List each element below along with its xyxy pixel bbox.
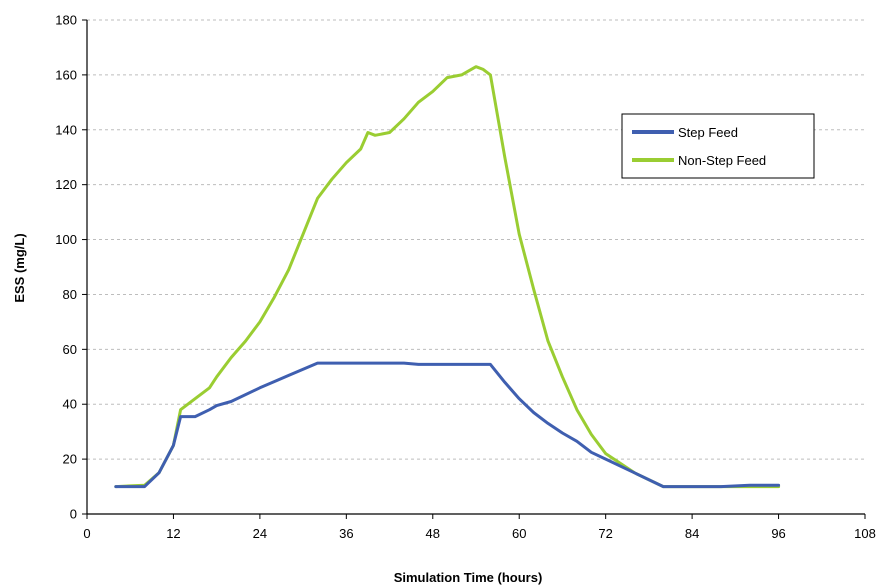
x-tick-label-108: 108 [854, 526, 876, 541]
legend-label-step-feed: Step Feed [678, 125, 738, 140]
legend-label-non-step-feed: Non-Step Feed [678, 153, 766, 168]
x-tick-label-24: 24 [253, 526, 267, 541]
axes [86, 20, 865, 515]
x-tick-label-72: 72 [598, 526, 612, 541]
x-tick-label-84: 84 [685, 526, 699, 541]
y-tick-label-40: 40 [63, 397, 77, 412]
x-tick-label-48: 48 [426, 526, 440, 541]
x-tick-label-36: 36 [339, 526, 353, 541]
y-tick-label-120: 120 [55, 177, 77, 192]
y-tick-label-180: 180 [55, 13, 77, 28]
x-tick-label-0: 0 [83, 526, 90, 541]
y-tick-label-0: 0 [70, 507, 77, 522]
y-axis-ticks: 0 20 40 60 80 100 120 140 160 180 [55, 13, 87, 522]
y-tick-label-140: 140 [55, 122, 77, 137]
y-tick-label-160: 160 [55, 67, 77, 82]
y-tick-label-100: 100 [55, 232, 77, 247]
x-tick-label-12: 12 [166, 526, 180, 541]
y-tick-label-20: 20 [63, 452, 77, 467]
y-tick-label-60: 60 [63, 342, 77, 357]
x-tick-label-96: 96 [771, 526, 785, 541]
x-tick-label-60: 60 [512, 526, 526, 541]
y-tick-label-80: 80 [63, 287, 77, 302]
legend: Step Feed Non-Step Feed [621, 113, 815, 179]
series-line-step-feed [114, 361, 781, 489]
series-layer [114, 65, 781, 489]
series-line-non-step-feed [114, 65, 781, 489]
x-axis-ticks: 0 12 24 36 48 60 72 84 96 108 [83, 514, 876, 541]
x-axis-title: Simulation Time (hours) [394, 570, 543, 585]
y-axis-title: ESS (mg/L) [12, 233, 27, 302]
legend-box [621, 113, 815, 179]
